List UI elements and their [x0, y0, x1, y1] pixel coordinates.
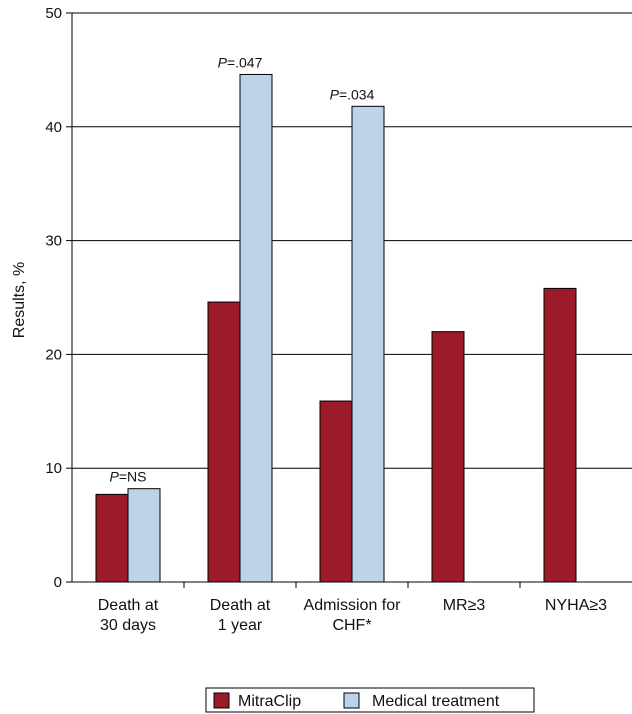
- p-value-annotation: P=.047: [218, 54, 263, 70]
- y-tick-label: 40: [45, 119, 62, 136]
- category-label: Death at 1 year: [210, 597, 271, 634]
- category-label: Admission for CHF*: [304, 597, 402, 634]
- bar-medical-treatment: [239, 73, 273, 583]
- category-label-line: MR≥3: [443, 597, 486, 614]
- bar-mitraclip: [431, 331, 465, 583]
- y-tick-label: 20: [45, 346, 62, 363]
- p-value-text: =.034: [339, 86, 375, 102]
- category-label-line: Admission for: [304, 597, 402, 614]
- category-label-line: Death at: [98, 597, 159, 614]
- y-tick-label: 30: [45, 233, 62, 250]
- p-value-annotation: P=.034: [330, 86, 375, 102]
- category-label: NYHA≥3: [545, 597, 607, 614]
- category-label-line: 30 days: [100, 617, 156, 634]
- y-tick-label: 10: [45, 460, 62, 477]
- bar-mitraclip: [543, 287, 577, 583]
- legend-swatch: [343, 692, 360, 709]
- p-value-text: =NS: [119, 469, 147, 485]
- p-value-annotation: P=NS: [110, 469, 147, 485]
- legend-label: Medical treatment: [372, 693, 500, 710]
- bar-mitraclip: [207, 301, 241, 583]
- legend: MitraClip Medical treatment: [205, 687, 535, 713]
- bar-mitraclip: [95, 493, 129, 583]
- axes: [66, 12, 632, 588]
- bars: [95, 73, 577, 583]
- category-label: Death at 30 days: [98, 597, 159, 634]
- y-tick-label: 0: [54, 574, 62, 591]
- legend-box: [205, 687, 535, 713]
- category-label-line: 1 year: [218, 617, 263, 634]
- category-label: MR≥3: [443, 597, 486, 614]
- p-value-symbol: P: [330, 86, 340, 102]
- bar-mitraclip: [319, 400, 353, 583]
- category-label-line: NYHA≥3: [545, 597, 607, 614]
- y-tick-labels: 0 10 20 30 40 50: [45, 5, 62, 591]
- y-tick-label: 50: [45, 5, 62, 22]
- bar-medical-treatment: [351, 105, 385, 583]
- y-axis-label: Results, %: [11, 262, 28, 338]
- category-label-line: Death at: [210, 597, 271, 614]
- p-value-symbol: P: [218, 54, 228, 70]
- legend-swatch: [213, 692, 230, 709]
- p-value-text: =.047: [227, 54, 263, 70]
- p-value-symbol: P: [110, 469, 120, 485]
- category-label-line: CHF*: [332, 617, 371, 634]
- category-labels: Death at 30 days Death at 1 year Admission f…: [98, 597, 607, 634]
- legend-label: MitraClip: [238, 693, 301, 710]
- bar-medical-treatment: [127, 488, 161, 583]
